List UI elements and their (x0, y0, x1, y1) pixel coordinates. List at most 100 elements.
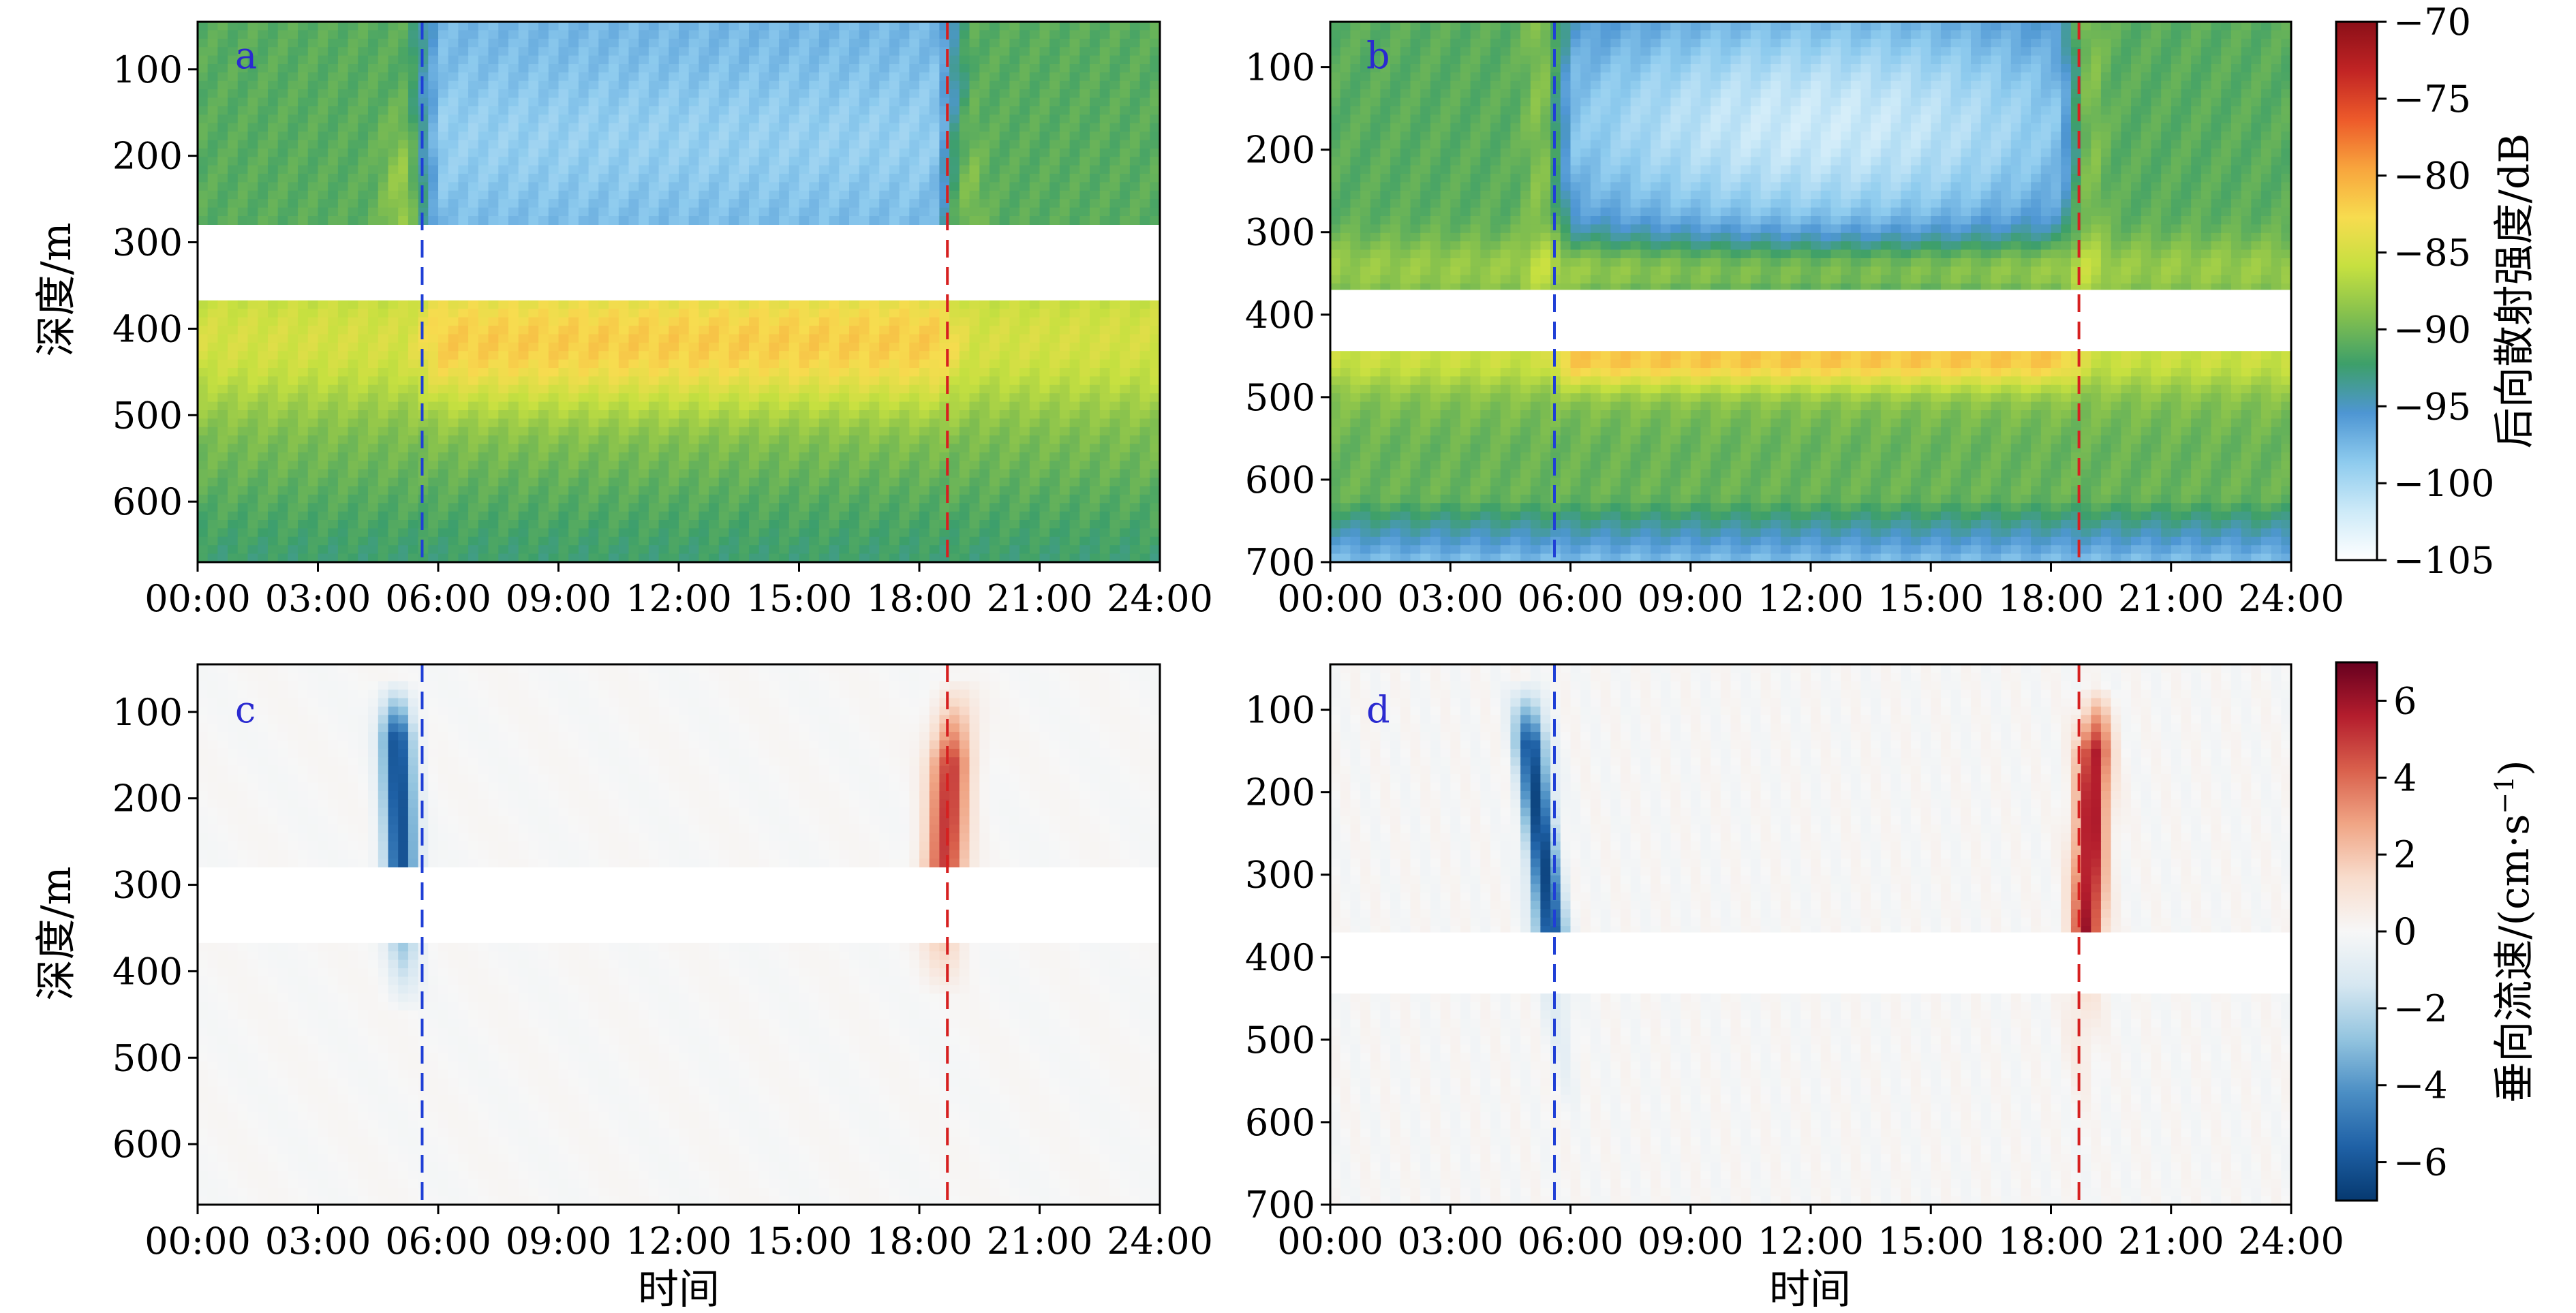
panel-a-cell (338, 81, 348, 90)
panel-a-cell (528, 22, 538, 31)
panel-a-cell (238, 157, 248, 166)
panel-a-cell (849, 64, 859, 73)
panel-a-cell (398, 114, 408, 123)
panel-a-cell (298, 89, 308, 98)
panel-a-cell (749, 56, 759, 65)
panel-a-cell (568, 30, 579, 39)
panel-a-cell (1120, 39, 1130, 48)
panel-a-cell (589, 30, 599, 39)
panel-a-cell (960, 106, 970, 115)
panel-a-cell (930, 140, 940, 149)
panel-a-cell (759, 114, 769, 123)
panel-a-cell (1019, 98, 1030, 107)
panel-a-cell (358, 166, 368, 174)
panel-a-cell (508, 56, 519, 65)
panel-a-cell (1100, 157, 1110, 166)
panel-a-cell (859, 140, 870, 149)
panel-a-cell (579, 81, 589, 90)
panel-a-cell (1130, 81, 1140, 90)
panel-a-cell (1040, 98, 1050, 107)
panel-a-cell (438, 132, 448, 140)
panel-a-cell (278, 149, 288, 157)
panel-a-cell (900, 81, 910, 90)
panel-a-cell (879, 56, 889, 65)
panel-a-cell (789, 56, 799, 65)
panel-a-cell (388, 56, 399, 65)
panel-a-cell (729, 140, 739, 149)
panel-a-cell (699, 22, 709, 31)
panel-a-cell (258, 72, 268, 81)
panel-a-cell (719, 166, 729, 174)
panel-a-cell (549, 47, 559, 56)
panel-a-cell (909, 47, 919, 56)
panel-a-cell (1120, 149, 1130, 157)
panel-a-cell (549, 157, 559, 166)
panel-a-cell (549, 30, 559, 39)
panel-a-cell (879, 22, 889, 31)
panel-a-cell (528, 123, 538, 132)
panel-a-cell (970, 39, 980, 48)
panel-a-cell (759, 56, 769, 65)
panel-a-cell (829, 56, 840, 65)
panel-a-cell (508, 89, 519, 98)
panel-a-cell (338, 64, 348, 73)
panel-a-cell (468, 123, 478, 132)
panel-a-cell (839, 132, 849, 140)
panel-a-cell (198, 132, 208, 140)
panel-a-cell (458, 166, 468, 174)
panel-a-cell (498, 123, 508, 132)
panel-a-cell (729, 64, 739, 73)
panel-a-cell (468, 166, 478, 174)
panel-a-cell (679, 89, 689, 98)
panel-a-cell (859, 106, 870, 115)
panel-a-cell (1120, 56, 1130, 65)
panel-a-cell (739, 114, 749, 123)
panel-a-cell (849, 166, 859, 174)
panel-a-cell (549, 114, 559, 123)
panel-a-cell (839, 106, 849, 115)
panel-a-cell (589, 157, 599, 166)
panel-a-cell (669, 166, 679, 174)
panel-a-cell (809, 140, 819, 149)
panel-a-cell (498, 47, 508, 56)
panel-a-cell (268, 81, 278, 90)
panel-a-cell (739, 22, 749, 31)
panel-a-cell (909, 81, 919, 90)
panel-a-cell (438, 114, 448, 123)
panel-a-cell (789, 114, 799, 123)
panel-a-cell (649, 89, 659, 98)
panel-a-cell (889, 47, 900, 56)
panel-a-cell (709, 47, 719, 56)
panel-a-cell (1120, 132, 1130, 140)
panel-a-cell (789, 149, 799, 157)
panel-a-cell (519, 22, 529, 31)
panel-a-cell (870, 114, 880, 123)
panel-a-cell (639, 64, 649, 73)
panel-a-cell (308, 47, 318, 56)
panel-a-cell (739, 123, 749, 132)
panel-a-cell (598, 98, 609, 107)
panel-a-cell (829, 149, 840, 157)
panel-a-cell (659, 47, 669, 56)
panel-a-cell (528, 89, 538, 98)
panel-a-cell (659, 98, 669, 107)
panel-a-cell (1090, 166, 1100, 174)
panel-a-cell (538, 30, 549, 39)
panel-a-cell (960, 123, 970, 132)
panel-a-cell (669, 174, 679, 183)
panel-a-cell (1090, 47, 1100, 56)
panel-a-cell (769, 174, 779, 183)
panel-a-cell (1060, 30, 1070, 39)
panel-a-cell (900, 98, 910, 107)
panel-a-cell (1079, 64, 1090, 73)
panel-a-cell (498, 81, 508, 90)
panel-a-cell (669, 132, 679, 140)
panel-a-cell (889, 140, 900, 149)
panel-a-cell (729, 149, 739, 157)
panel-a-cell (1100, 140, 1110, 149)
panel-a-cell (749, 30, 759, 39)
panel-a-cell (769, 157, 779, 166)
panel-a-cell (198, 149, 208, 157)
panel-a-cell (709, 123, 719, 132)
panel-a-cell (358, 89, 368, 98)
